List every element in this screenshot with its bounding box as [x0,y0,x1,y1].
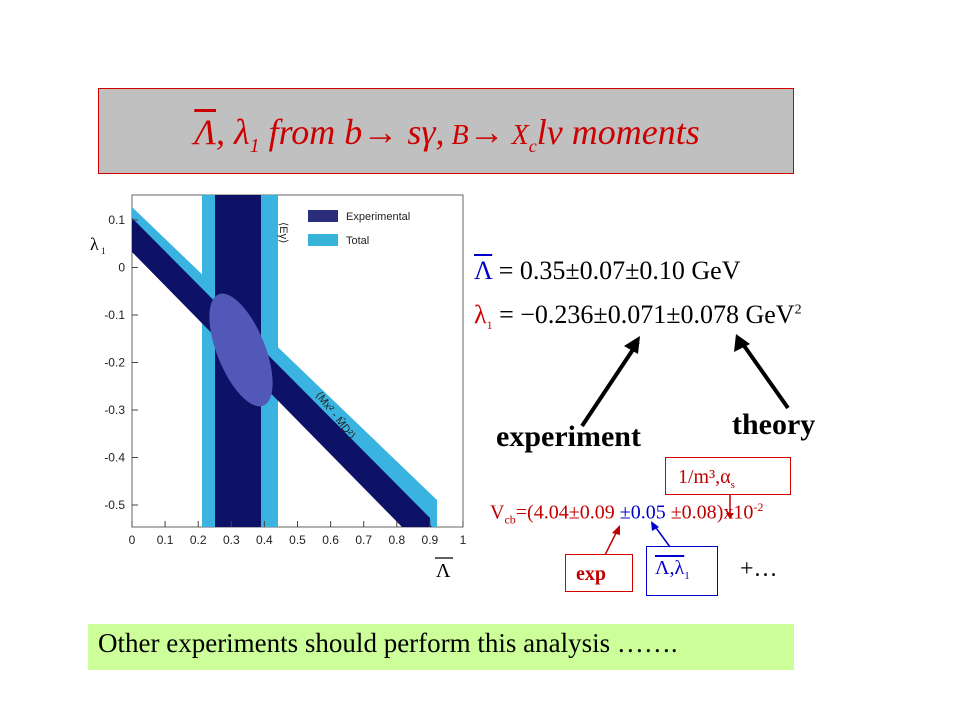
vcb-err-exp: ±0.09 [568,501,615,524]
result-lambda1-symbol: λ [474,300,487,329]
label-experiment: experiment [496,420,641,453]
result-lambda-bar-value: = 0.35±0.07±0.10 GeV [498,256,741,285]
vcb-err-theory: ±0.08 [670,501,717,524]
lambda-box-sub: 1 [684,570,690,582]
y-axis-subscript: 1 [101,246,106,256]
title-l-nu: lν [536,112,563,152]
pointer-lambda-head [651,521,659,531]
bottom-note-text: Other experiments should perform this an… [98,628,678,658]
x-tick-label: 1 [460,533,467,547]
exp-box-text: exp [576,563,606,585]
arrows [580,334,790,428]
theory-box-sub: s [730,479,735,491]
vcb-sub: cb [504,512,516,527]
title-lambda1-sub: 1 [249,135,260,158]
title-s-gamma: sγ, [398,112,445,152]
x-tick-label: 0.4 [256,533,273,547]
theory-box: 1/m³,αs [665,457,791,495]
pointer-arrows [603,495,734,558]
lambda-box-label: Λ,λ [655,557,685,579]
result-line-lambda1: λ1 = −0.236±0.071±0.078 GeV2 [474,300,802,333]
title-arrow-2: → [468,112,505,152]
legend-swatch-total [308,234,338,246]
theory-box-text: 1/m³,αs [678,466,735,491]
y-tick-label: -0.1 [104,308,125,322]
title-from: from b [259,112,363,152]
result-lambda-bar-symbol: Λ [474,256,493,285]
x-axis-ticks: 0 0.1 0.2 0.3 0.4 0.5 0.6 0.7 0.8 0.9 1 [129,521,467,547]
x-tick-label: 0.6 [322,533,339,547]
slide-title: Λ, λ1 from b→ sγ, B→ Xclν moments [99,89,795,175]
theory-box-label: 1/m³,α [678,466,731,488]
vcb-tail: )x10 [716,501,754,524]
diagonal-band-experimental-core [132,218,432,527]
y-tick-label: 0.1 [108,213,125,227]
vcb-value: 4.04 [533,501,569,524]
vcb-V: V [490,501,505,524]
result-lambda1-sub: 1 [486,318,493,333]
y-tick-label: 0 [118,261,125,275]
legend-swatch-experimental [308,210,338,222]
vcb-exponent: -2 [753,500,764,514]
title-moments: moments [562,112,700,152]
y-tick-label: -0.4 [104,451,125,465]
x-tick-label: 0.1 [157,533,174,547]
lambda-box: Λ,λ1 [646,546,718,596]
label-theory: theory [732,408,816,441]
lambda-plot: Experimental Total ⟨Eγ⟩ ⟨Mx² - M̄D²⟩ 0.1… [90,194,467,582]
y-axis-ticks: 0.1 0 -0.1 -0.2 -0.3 -0.4 -0.5 [104,213,138,512]
x-tick-label: 0.5 [289,533,306,547]
result-line-lambda-bar: Λ = 0.35±0.07±0.10 GeV [474,256,740,286]
x-tick-label: 0.8 [388,533,405,547]
legend-label-total: Total [346,235,369,247]
title-X: X [504,120,529,151]
title-sep: , [216,112,226,152]
arrow-experiment-head [624,336,640,354]
title-box: Λ, λ1 from b→ sγ, B→ Xclν moments [98,88,794,174]
arrow-theory-head [734,334,750,352]
y-axis-symbol: λ [90,234,99,254]
vcb-err-lambda: ±0.05 [619,501,666,524]
title-arrow-1: → [362,112,399,152]
y-tick-label: -0.2 [104,356,125,370]
x-tick-label: 0 [129,533,136,547]
arrow-experiment [580,340,640,428]
result-lambda1-value: = −0.236±0.071±0.078 GeV [499,300,795,329]
combined-ellipse [209,293,273,407]
lambda-box-text: Λ,λ1 [655,557,690,582]
pointer-theory-head [726,513,734,519]
plus-more: +… [740,556,778,582]
bottom-note-box: Other experiments should perform this an… [88,624,794,670]
x-tick-label: 0.2 [190,533,207,547]
vcb-result: Vcb=(4.04±0.09 ±0.05 ±0.08)x10-2 [490,500,763,528]
pointer-exp-head [612,525,620,535]
y-tick-label: -0.5 [104,498,125,512]
x-axis-symbol: Λ [436,560,451,582]
title-X-sub: c [528,136,537,157]
x-tick-label: 0.7 [355,533,372,547]
pointer-lambda [653,524,671,548]
title-lambda-bar: Λ [194,112,217,152]
x-tick-label: 0.3 [223,533,240,547]
result-lambda1-unit-sup: 2 [794,302,802,318]
arrow-theory [738,338,790,410]
title-lambda1: λ [234,112,250,152]
x-tick-label: 0.9 [422,533,439,547]
y-tick-label: -0.3 [104,403,125,417]
exp-box: exp [565,554,633,592]
vcb-eq: =( [515,501,534,524]
title-B: B [444,120,469,151]
plot-frame [131,194,464,528]
legend-label-experimental: Experimental [346,211,410,223]
band-label-vertical: ⟨Eγ⟩ [277,222,289,243]
